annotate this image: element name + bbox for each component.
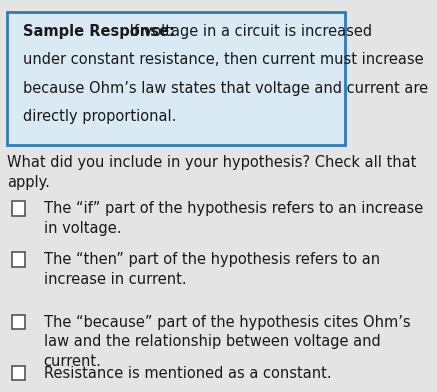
- FancyBboxPatch shape: [12, 315, 25, 329]
- FancyBboxPatch shape: [12, 201, 25, 216]
- FancyBboxPatch shape: [12, 366, 25, 380]
- Text: The “because” part of the hypothesis cites Ohm’s
law and the relationship betwee: The “because” part of the hypothesis cit…: [44, 315, 410, 368]
- Text: The “if” part of the hypothesis refers to an increase
in voltage.: The “if” part of the hypothesis refers t…: [44, 201, 423, 236]
- FancyBboxPatch shape: [12, 252, 25, 267]
- FancyBboxPatch shape: [7, 12, 345, 145]
- Text: directly proportional.: directly proportional.: [23, 109, 176, 124]
- Text: because Ohm’s law states that voltage and current are: because Ohm’s law states that voltage an…: [23, 81, 428, 96]
- Text: Resistance is mentioned as a constant.: Resistance is mentioned as a constant.: [44, 366, 331, 381]
- Text: The “then” part of the hypothesis refers to an
increase in current.: The “then” part of the hypothesis refers…: [44, 252, 380, 287]
- Text: What did you include in your hypothesis? Check all that
apply.: What did you include in your hypothesis?…: [7, 155, 416, 190]
- Text: Sample Response:: Sample Response:: [23, 24, 174, 38]
- Text: under constant resistance, then current must increase: under constant resistance, then current …: [23, 52, 423, 67]
- Text: If voltage in a circuit is increased: If voltage in a circuit is increased: [125, 24, 373, 38]
